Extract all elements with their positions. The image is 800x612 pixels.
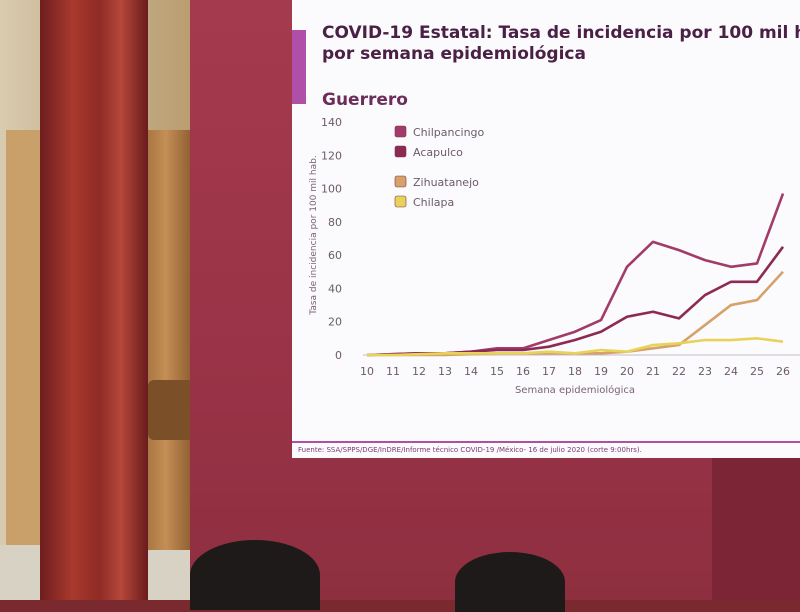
y-axis-label: Tasa de incidencia por 100 mil hab. bbox=[309, 155, 319, 315]
x-tick-label: 24 bbox=[724, 365, 738, 378]
y-tick-label: 40 bbox=[328, 282, 342, 295]
slide-subtitle: por semana epidemiológica bbox=[322, 44, 586, 64]
x-tick-label: 23 bbox=[698, 365, 712, 378]
state-name: Guerrero bbox=[322, 90, 408, 110]
y-tick-label: 60 bbox=[328, 249, 342, 262]
x-tick-label: 20 bbox=[620, 365, 634, 378]
y-tick-label: 20 bbox=[328, 316, 342, 329]
y-tick-label: 80 bbox=[328, 216, 342, 229]
legend-label: Zihuatanejo bbox=[413, 176, 479, 189]
legend-swatch bbox=[394, 125, 407, 138]
projected-slide: COVID-19 Estatal: Tasa de incidencia por… bbox=[292, 0, 800, 458]
x-tick-label: 25 bbox=[750, 365, 764, 378]
x-tick-label: 12 bbox=[412, 365, 426, 378]
title-accent-bar bbox=[292, 30, 306, 104]
series-line-chilpancingo bbox=[366, 193, 785, 357]
series-line-chilapa bbox=[367, 337, 784, 357]
x-tick-label: 14 bbox=[464, 365, 478, 378]
legend-label: Chilpancingo bbox=[413, 126, 485, 139]
x-tick-label: 16 bbox=[516, 365, 530, 378]
series-line-zihuatanejo bbox=[367, 270, 784, 357]
board-shadow bbox=[712, 446, 800, 600]
x-tick-label: 17 bbox=[542, 365, 556, 378]
y-tick-label: 140 bbox=[321, 116, 342, 129]
x-axis-label: Semana epidemiológica bbox=[515, 384, 635, 396]
y-tick-label: 120 bbox=[321, 149, 342, 162]
source-divider bbox=[292, 441, 800, 443]
y-tick-label: 0 bbox=[335, 349, 342, 362]
legend-swatch bbox=[394, 145, 407, 158]
audience-head bbox=[455, 552, 565, 612]
legend-swatch bbox=[394, 195, 407, 208]
incidence-line-chart: 0 20 40 60 80 100 120 140 10 11 12 13 14 15 16 17 18 19 20… bbox=[309, 116, 800, 396]
audience-head bbox=[190, 540, 320, 610]
x-tick-label: 22 bbox=[672, 365, 686, 378]
slide-title: COVID-19 Estatal: Tasa de incidencia por… bbox=[322, 23, 800, 43]
legend-swatch bbox=[394, 175, 407, 188]
x-tick-label: 10 bbox=[360, 365, 374, 378]
legend-label: Chilapa bbox=[413, 196, 454, 209]
y-tick-label: 100 bbox=[321, 183, 342, 196]
x-tick-label: 19 bbox=[594, 365, 608, 378]
x-tick-label: 26 bbox=[776, 365, 790, 378]
source-note: Fuente: SSA/SPPS/DGE/InDRE/Informe técni… bbox=[298, 446, 642, 454]
pillar-ornament bbox=[148, 380, 194, 440]
red-curtain bbox=[40, 0, 148, 600]
x-tick-label: 18 bbox=[568, 365, 582, 378]
x-tick-label: 21 bbox=[646, 365, 660, 378]
legend-label: Acapulco bbox=[413, 146, 463, 159]
x-tick-label: 11 bbox=[386, 365, 400, 378]
x-tick-label: 13 bbox=[438, 365, 452, 378]
x-tick-label: 15 bbox=[490, 365, 504, 378]
